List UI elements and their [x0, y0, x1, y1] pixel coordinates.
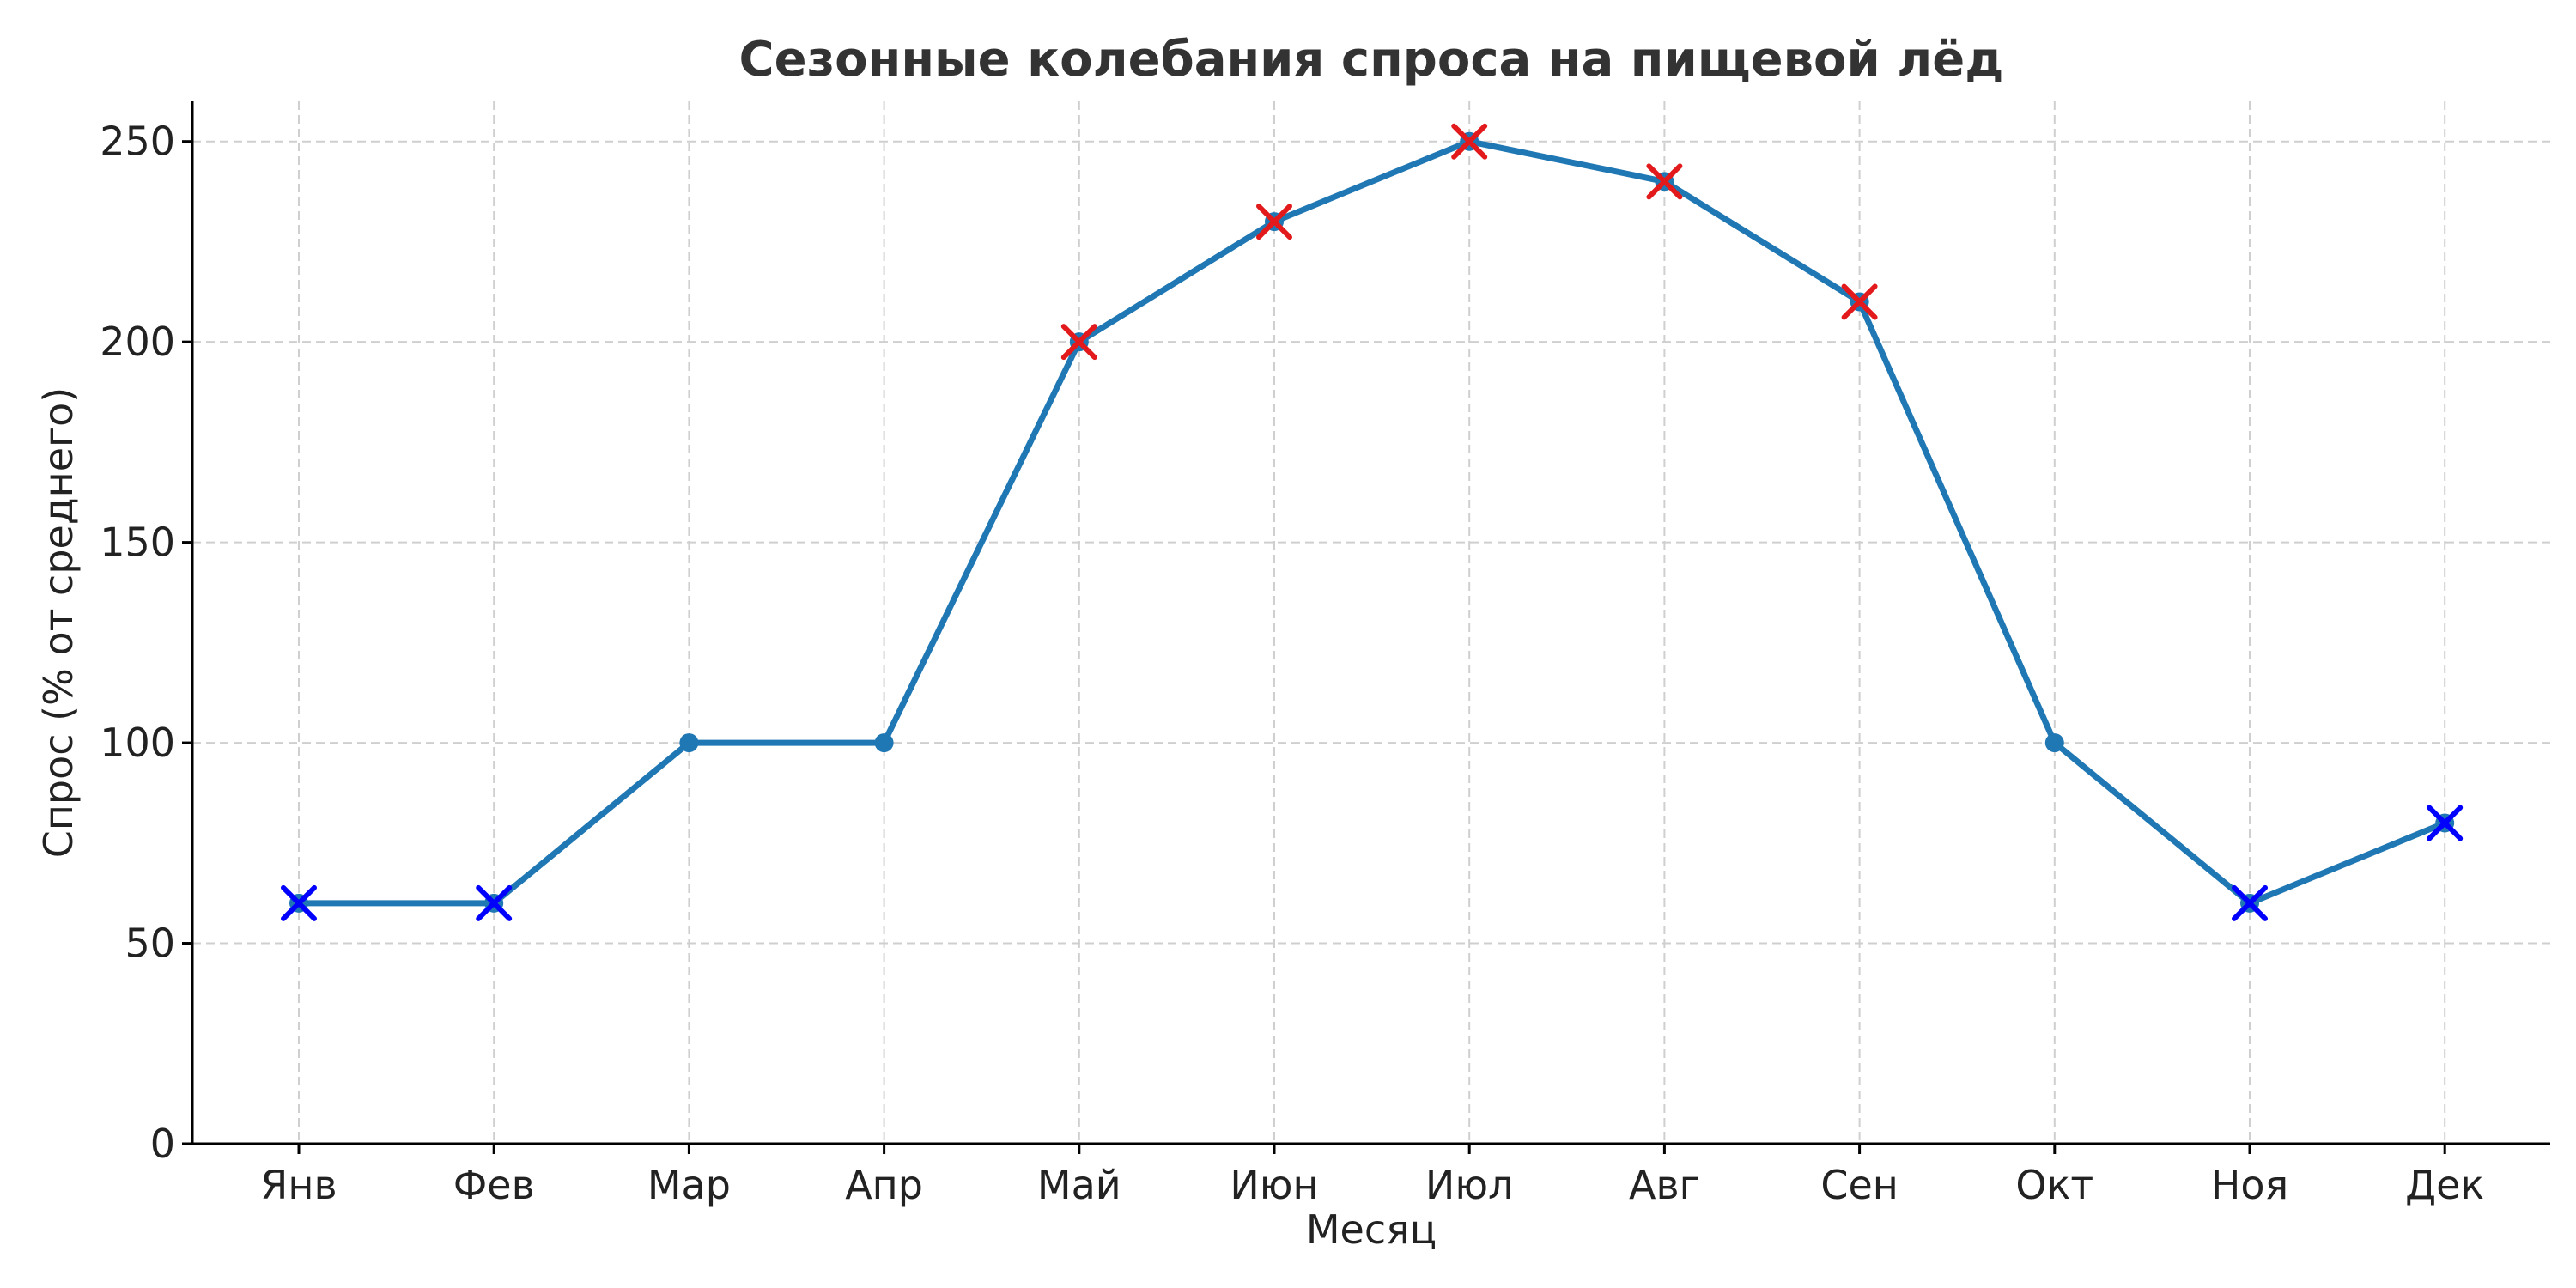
x-tick-label: Сен	[1820, 1162, 1899, 1208]
x-tick-label: Дек	[2405, 1162, 2484, 1208]
x-tick-label: Июн	[1230, 1162, 1318, 1208]
data-point	[874, 733, 894, 753]
grid-lines	[192, 101, 2550, 1144]
high-demand-marker	[1841, 283, 1878, 320]
data-point	[2044, 733, 2064, 753]
y-tick-label: 200	[100, 319, 175, 365]
chart-title: Сезонные колебания спроса на пищевой лёд	[739, 32, 2004, 88]
x-tick-label: Авг	[1629, 1162, 1700, 1208]
x-tick-label: Апр	[845, 1162, 923, 1208]
x-tick-label: Ноя	[2211, 1162, 2288, 1208]
low-demand-marker	[2427, 805, 2464, 841]
x-tick-label: Мар	[647, 1162, 731, 1208]
x-tick-label: Июл	[1425, 1162, 1514, 1208]
high-demand-marker	[1060, 324, 1097, 361]
x-tick-label: Май	[1037, 1162, 1121, 1208]
high-demand-marker	[1451, 123, 1488, 160]
high-demand-marker	[1646, 163, 1683, 200]
y-tick-label: 50	[125, 920, 175, 967]
data-points	[289, 131, 2455, 913]
y-tick-label: 100	[100, 720, 175, 766]
data-point	[679, 733, 699, 753]
y-axis-label: Спрос (% от среднего)	[35, 387, 82, 859]
low-demand-marker	[476, 884, 513, 921]
y-tick-label: 0	[150, 1121, 175, 1167]
low-demand-marker	[2232, 884, 2268, 921]
series-polyline	[295, 138, 2448, 907]
x-tick-label: Окт	[2015, 1162, 2093, 1208]
x-tick-label: Фев	[453, 1162, 535, 1208]
x-tick-label: Янв	[260, 1162, 337, 1208]
x-axis-label: Месяц	[1306, 1206, 1437, 1253]
y-tick-label: 150	[100, 519, 175, 566]
highlight-markers	[281, 123, 2464, 921]
series-line	[295, 138, 2448, 907]
y-tick-label: 250	[100, 118, 175, 165]
low-demand-marker	[281, 884, 317, 921]
high-demand-marker	[1256, 204, 1292, 240]
axes	[191, 101, 2550, 1145]
tick-labels: 0 50 100 150 200 250 Янв Фев Мар Апр Май Июн Июл Авг С…	[100, 118, 2484, 1208]
